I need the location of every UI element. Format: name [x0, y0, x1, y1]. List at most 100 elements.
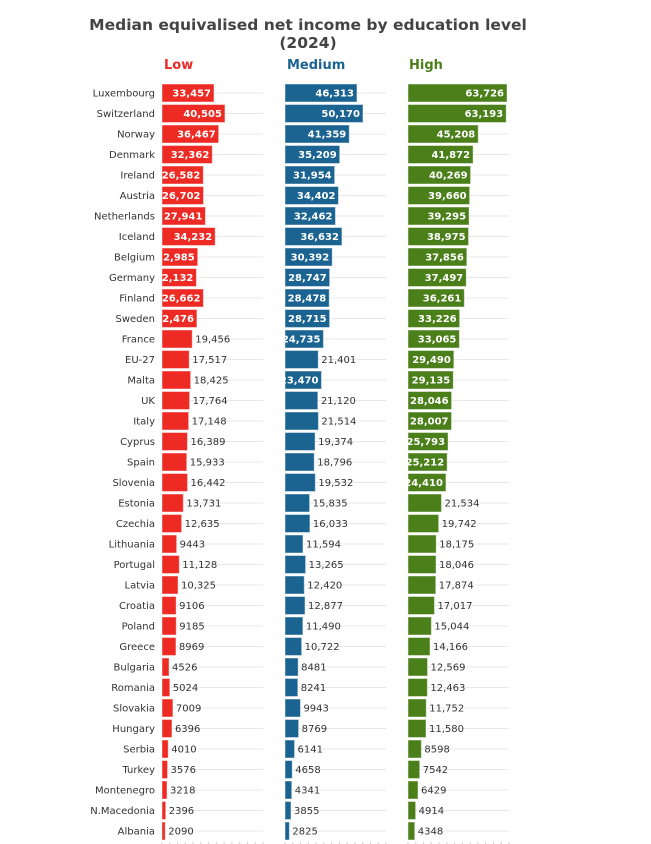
bar-low: [161, 391, 191, 410]
bar-high: [407, 83, 508, 103]
bar-medium: [284, 821, 290, 841]
bar-medium: [284, 329, 324, 349]
category-label: Latvia: [125, 581, 155, 592]
data-label: 41,359: [308, 130, 347, 141]
bar-low: [161, 801, 167, 820]
category-label: Serbia: [123, 745, 155, 756]
data-label: 8481: [301, 663, 326, 674]
data-label: 4010: [171, 745, 196, 756]
category-label: Malta: [127, 376, 155, 387]
panel-header-medium: Medium: [287, 58, 346, 73]
bar-high: [407, 411, 453, 431]
category-label: Lithuania: [109, 540, 155, 551]
data-label: 8769: [302, 724, 327, 735]
data-label: 25,212: [406, 458, 445, 469]
bar-low: [161, 555, 180, 574]
data-label: 34,402: [297, 191, 336, 202]
data-label: 21,534: [444, 499, 479, 510]
category-label: Greece: [119, 642, 155, 653]
data-label: 22,132: [155, 273, 194, 284]
data-label: 19,742: [442, 519, 477, 530]
data-label: 45,208: [437, 130, 476, 141]
category-label: N.Macedonia: [90, 806, 155, 817]
data-label: 28,007: [410, 417, 449, 428]
category-label: Cyprus: [120, 437, 155, 448]
data-label: 28,478: [288, 294, 327, 305]
data-label: 39,660: [428, 191, 467, 202]
category-label: Hungary: [112, 724, 155, 735]
bar-high: [407, 657, 429, 677]
chart-title: Median equivalised net income by educati…: [0, 16, 616, 52]
data-label: 38,975: [427, 232, 466, 243]
bar-medium: [284, 268, 331, 287]
data-label: 8598: [424, 745, 449, 756]
bar-medium: [284, 104, 364, 123]
category-label: Belgium: [114, 253, 155, 264]
bar-high: [407, 780, 419, 800]
category-label: Poland: [122, 622, 155, 633]
bar-high: [407, 329, 460, 349]
bar-medium: [284, 391, 319, 410]
bar-medium: [284, 575, 305, 595]
bar-medium: [284, 760, 293, 779]
data-label: 17,517: [192, 355, 227, 366]
bar-high: [407, 104, 507, 123]
bar-low: [161, 124, 220, 144]
data-label: 11,594: [306, 540, 341, 551]
data-label: 11,752: [429, 704, 464, 715]
bar-high: [407, 391, 453, 410]
data-label: 4658: [295, 765, 320, 776]
category-label: Slovakia: [113, 704, 155, 715]
bar-high: [407, 698, 427, 718]
bar-medium: [284, 719, 300, 738]
bar-high: [407, 760, 421, 779]
data-label: 33,226: [418, 314, 457, 325]
data-label: 40,505: [183, 109, 222, 120]
bar-medium: [284, 616, 304, 636]
data-label: 24,410: [404, 478, 443, 489]
category-label: Slovenia: [112, 478, 155, 489]
data-label: 10,722: [305, 642, 340, 653]
data-label: 15,044: [434, 622, 469, 633]
bar-medium: [284, 473, 316, 492]
data-label: 50,170: [321, 109, 360, 120]
bar-medium: [284, 309, 331, 328]
bar-low: [161, 145, 213, 164]
category-label: EU-27: [125, 355, 155, 366]
bar-medium: [284, 514, 311, 533]
bar-low: [161, 739, 169, 759]
chart-subtitle: (2024): [279, 34, 337, 52]
bar-low: [161, 637, 177, 656]
bar-high: [407, 186, 471, 205]
bar-low: [161, 760, 169, 779]
data-label: 16,033: [313, 519, 348, 530]
data-label: 32,362: [171, 150, 210, 161]
bar-low: [161, 227, 216, 246]
data-label: 63,726: [465, 89, 504, 100]
category-label: Finland: [119, 294, 155, 305]
data-label: 11,128: [182, 560, 217, 571]
data-label: 18,046: [439, 560, 474, 571]
bar-high: [407, 514, 440, 533]
data-label: 16,389: [190, 437, 225, 448]
bar-low: [161, 83, 215, 103]
bar-high: [407, 637, 431, 656]
bar-high: [407, 370, 454, 390]
data-label: 36,632: [300, 232, 339, 243]
data-label: 33,065: [418, 335, 457, 346]
data-label: 5024: [173, 683, 198, 694]
bar-low: [161, 452, 188, 472]
bar-low: [161, 206, 206, 226]
data-label: 4914: [419, 806, 444, 817]
bar-high: [407, 165, 472, 185]
data-label: 41,872: [431, 150, 470, 161]
data-label: 18,175: [439, 540, 474, 551]
category-label: Estonia: [118, 499, 155, 510]
data-label: 23,470: [280, 376, 319, 387]
bar-medium: [284, 411, 319, 431]
data-label: 26,702: [162, 191, 201, 202]
data-label: 22,985: [156, 253, 195, 264]
data-label: 27,941: [164, 212, 203, 223]
data-label: 11,490: [306, 622, 341, 633]
data-label: 29,135: [412, 376, 451, 387]
